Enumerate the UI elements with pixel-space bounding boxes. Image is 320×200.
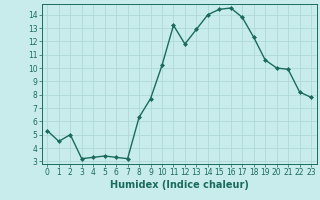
- X-axis label: Humidex (Indice chaleur): Humidex (Indice chaleur): [110, 180, 249, 190]
